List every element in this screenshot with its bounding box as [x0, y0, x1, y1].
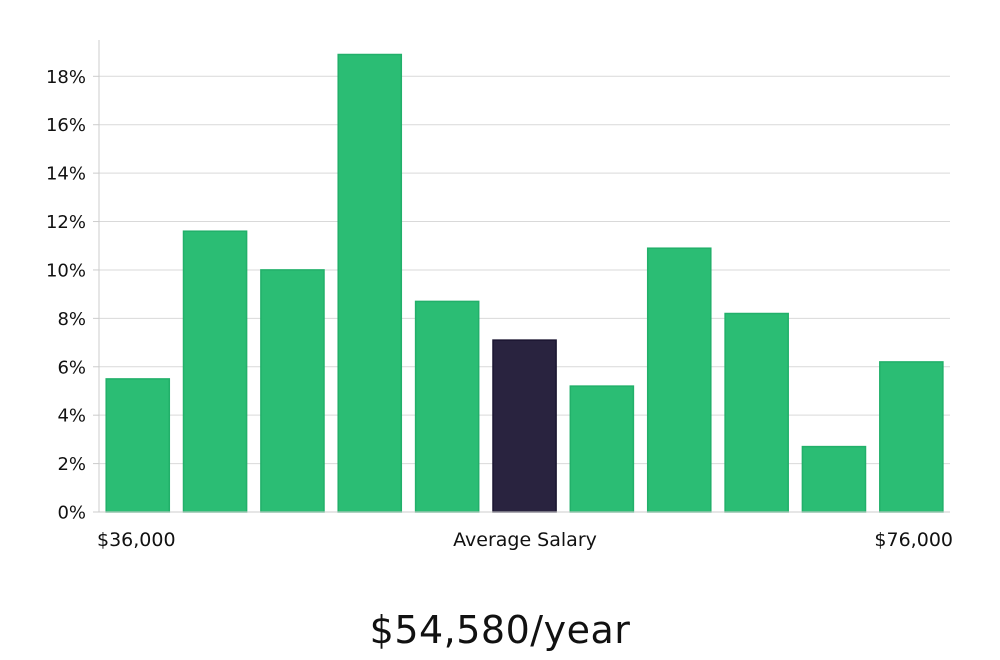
bar — [801, 445, 867, 513]
y-tick-label: 8% — [57, 309, 86, 330]
bar — [182, 230, 248, 513]
bar — [646, 247, 712, 513]
bar — [879, 361, 944, 513]
bar — [724, 312, 789, 513]
bar — [260, 269, 325, 513]
bar — [569, 385, 635, 513]
y-tick-label: 2% — [57, 454, 86, 475]
average-salary-value: $54,580/year — [369, 608, 631, 652]
x-axis-min-label: $36,000 — [97, 529, 176, 551]
y-tick-label: 6% — [57, 357, 86, 378]
x-axis-title: Average Salary — [453, 529, 597, 551]
y-tick-label: 16% — [46, 115, 86, 136]
y-tick-label: 4% — [57, 406, 86, 427]
bar-highlighted-average — [492, 339, 557, 513]
x-axis-max-label: $76,000 — [874, 529, 953, 551]
bars — [105, 53, 944, 513]
bar — [105, 378, 171, 513]
bar — [337, 53, 403, 513]
y-tick-label: 14% — [46, 164, 86, 185]
y-tick-label: 0% — [57, 503, 86, 524]
y-tick-label: 18% — [46, 67, 86, 88]
y-axis-ticks: 0% 2% 4% 6% 8% 10% 12% 14% 16% 18% — [46, 67, 99, 524]
bar — [414, 300, 480, 513]
y-tick-label: 10% — [46, 260, 86, 281]
y-tick-label: 12% — [46, 212, 86, 233]
